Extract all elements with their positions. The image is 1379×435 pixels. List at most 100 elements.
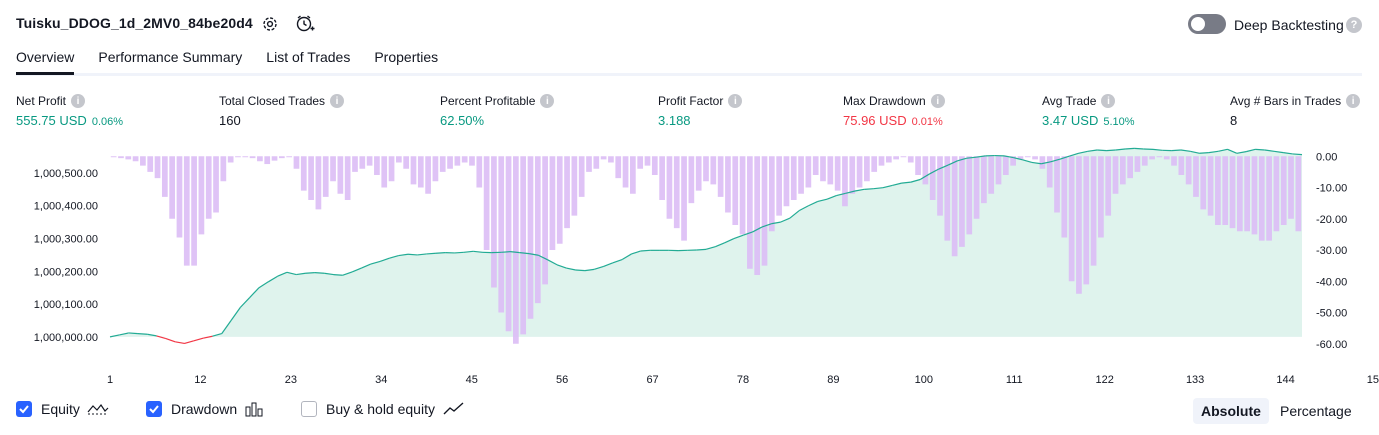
x-tick-label: 34: [375, 374, 387, 386]
drawdown-bar: [732, 156, 739, 225]
equity-line-segment: [761, 223, 772, 228]
absolute-mode-button[interactable]: Absolute: [1193, 398, 1269, 424]
stat-label: Max Drawdown: [843, 94, 926, 108]
buy-hold-equity-toggle[interactable]: Buy & hold equity: [301, 401, 466, 417]
drawdown-bar: [1222, 156, 1229, 225]
equity-line-segment: [221, 320, 232, 334]
drawdown-bar: [1105, 156, 1112, 216]
drawdown-bar: [666, 156, 673, 219]
drawdown-bar: [1258, 156, 1265, 241]
gear-icon[interactable]: [260, 14, 280, 34]
y-right-tick-label: -50.00: [1316, 308, 1347, 320]
drawdown-bar: [586, 156, 592, 172]
equity-line-segment: [501, 251, 511, 253]
info-icon[interactable]: i: [330, 94, 345, 108]
equity-line-segment: [566, 267, 576, 271]
drawdown-bar: [461, 156, 468, 163]
deep-backtesting-toggle[interactable]: [1188, 14, 1226, 34]
tab-performance-summary[interactable]: Performance Summary: [98, 49, 243, 65]
equity-line-segment: [454, 251, 464, 254]
drawdown-bar: [761, 156, 768, 266]
equity-line-segment: [594, 265, 604, 270]
buy-hold-checkbox[interactable]: [301, 401, 317, 417]
stat-value: 3.188: [658, 113, 691, 128]
info-icon[interactable]: i: [540, 94, 555, 108]
stat-avg-trade: Avg Trade i 3.47 USD 5.10%: [1042, 94, 1135, 128]
drawdown-checkbox[interactable]: [146, 401, 162, 417]
x-tick-label: 12: [194, 374, 206, 386]
equity-line-segment: [1236, 151, 1247, 154]
stat-net-profit: Net Profit i 555.75 USD 0.06%: [16, 94, 123, 128]
drawdown-bar: [1193, 156, 1199, 197]
drawdown-bar: [491, 156, 497, 288]
info-icon[interactable]: i: [71, 94, 86, 108]
drawdown-bar: [1017, 156, 1024, 160]
drawdown-bar: [1098, 156, 1104, 238]
y-left-tick-label: 1,000,400.00: [34, 201, 98, 213]
equity-line-segment: [305, 272, 315, 274]
question-icon[interactable]: ?: [1346, 17, 1362, 33]
drawdown-bar: [695, 156, 702, 191]
info-icon[interactable]: i: [930, 94, 945, 108]
x-tick-label: 122: [1096, 374, 1114, 386]
info-icon[interactable]: i: [1101, 94, 1116, 108]
drawdown-bar: [1244, 156, 1251, 232]
percentage-mode-button[interactable]: Percentage: [1280, 403, 1352, 419]
equity-line-segment: [1152, 148, 1163, 151]
drawdown-bar: [710, 156, 717, 185]
drawdown-bar: [176, 156, 183, 238]
drawdown-bar: [747, 156, 753, 269]
drawdown-bar: [988, 156, 995, 194]
equity-drawdown-chart[interactable]: 1,000,000.00 1,000,100.00 1,000,200.00 1,00…: [0, 140, 1379, 390]
drawdown-bar: [564, 156, 570, 229]
equity-line-segment: [268, 275, 278, 283]
equity-line-segment: [789, 210, 800, 219]
x-tick-label: 45: [466, 374, 478, 386]
drawdown-bar: [1119, 156, 1126, 185]
add-alert-clock-icon[interactable]: [295, 14, 315, 34]
drawdown-bar: [703, 156, 709, 182]
drawdown-bar: [1171, 156, 1177, 166]
y-right-tick-label: -40.00: [1316, 276, 1347, 288]
equity-line-segment: [1022, 159, 1033, 164]
x-tick-label: 1: [107, 374, 113, 386]
drawdown-toggle[interactable]: Drawdown: [146, 401, 265, 417]
drawdown-bar: [425, 156, 431, 194]
drawdown-bar: [1266, 156, 1272, 241]
equity-line-segment: [1190, 150, 1200, 154]
drawdown-bar: [783, 156, 790, 207]
info-icon[interactable]: i: [1346, 94, 1361, 108]
tab-properties[interactable]: Properties: [374, 49, 439, 65]
drawdown-label: Drawdown: [171, 401, 238, 417]
tab-list-of-trades[interactable]: List of Trades: [266, 49, 351, 65]
equity-line-segment: [175, 341, 185, 345]
drawdown-bar: [271, 156, 278, 161]
tab-overview[interactable]: Overview: [16, 49, 75, 75]
drawdown-bar: [578, 156, 585, 197]
drawdown-bar: [871, 156, 878, 172]
drawdown-bar: [1076, 156, 1082, 294]
drawdown-bar: [812, 156, 819, 175]
equity-line-segment: [1069, 152, 1079, 157]
stat-profit-factor: Profit Factor i 3.188: [658, 94, 743, 128]
equity-line-segment: [212, 333, 222, 337]
y-left-tick-label: 1,000,500.00: [34, 168, 98, 180]
stat-max-drawdown: Max Drawdown i 75.96 USD 0.01%: [843, 94, 945, 128]
drawdown-bar: [1178, 156, 1185, 175]
drawdown-bar: [659, 156, 665, 200]
equity-line-segment: [1199, 152, 1209, 154]
strategy-name: Tuisku_DDOG_1d_2MV0_84be20d4: [16, 15, 253, 31]
stat-percent-profitable: Percent Profitable i 62.50%: [440, 94, 555, 128]
y-left-tick-label: 1,000,300.00: [34, 234, 98, 246]
equity-line-segment: [938, 164, 949, 170]
equity-line-segment: [1283, 152, 1293, 155]
drawdown-bar: [827, 156, 834, 185]
equity-line-segment: [612, 258, 623, 264]
drawdown-bar: [922, 156, 929, 185]
equity-line-segment: [724, 237, 735, 244]
info-icon[interactable]: i: [728, 94, 743, 108]
equity-toggle[interactable]: Equity: [16, 401, 110, 417]
equity-checkbox[interactable]: [16, 401, 32, 417]
drawdown-bar: [856, 156, 863, 188]
drawdown-bar: [396, 156, 402, 163]
